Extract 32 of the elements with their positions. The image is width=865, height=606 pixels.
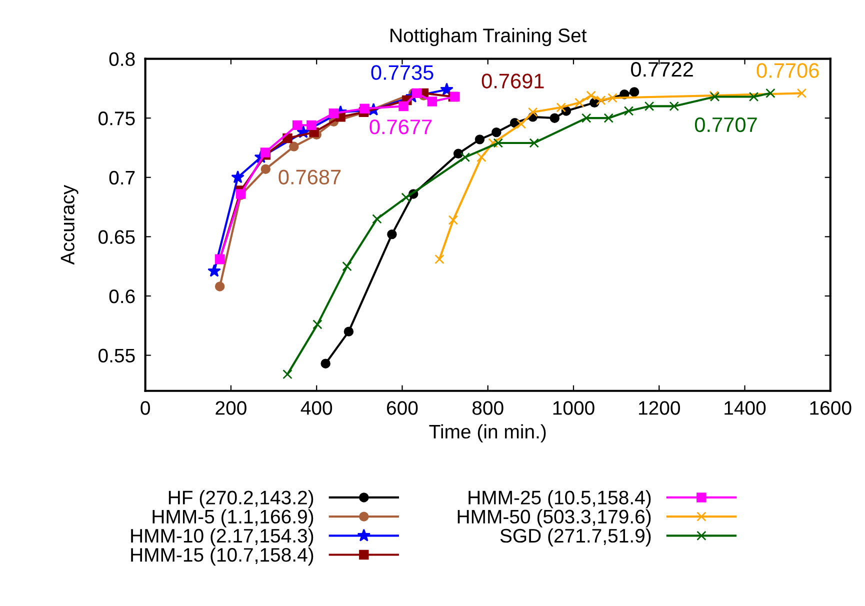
- x-axis-title: Time (in min.): [429, 424, 546, 442]
- y-tick-label: 0.75: [98, 112, 135, 126]
- legend-label: HF (270.2,143.2): [168, 490, 314, 508]
- y-tick-label: 0.6: [109, 289, 135, 304]
- y-tick-label: 0.8: [109, 52, 135, 66]
- legend-label: HMM-50 (503.3,179.6): [458, 509, 651, 528]
- annotation: 0.7707: [694, 117, 757, 132]
- x-tick-label: 1200: [638, 401, 680, 415]
- legend-label: HMM-15 (10.7,158.4): [131, 547, 314, 566]
- annotation: 0.7677: [370, 120, 432, 134]
- x-tick-label: 0: [140, 401, 150, 415]
- x-tick-label: 200: [216, 401, 246, 415]
- annotation: 0.7722: [631, 62, 693, 77]
- chart-title: Nottigham Training Set: [390, 28, 587, 46]
- annotation: 0.7735: [371, 65, 434, 80]
- x-tick-label: 600: [386, 401, 418, 415]
- y-axis-title: Accuracy: [60, 184, 78, 265]
- x-tick-label: 1600: [810, 401, 852, 415]
- y-tick-label: 0.65: [98, 230, 135, 244]
- x-tick-label: 400: [300, 401, 332, 415]
- x-tick-label: 1000: [553, 401, 594, 415]
- annotation: 0.7687: [278, 170, 341, 184]
- annotation: 0.7691: [482, 74, 544, 88]
- legend-label: HMM-10 (2.17,154.3): [131, 528, 314, 546]
- x-tick-label: 800: [472, 401, 504, 415]
- y-tick-label: 0.55: [98, 348, 135, 363]
- x-tick-label: 1400: [724, 401, 766, 415]
- legend-label: SGD (271.7,51.9): [500, 528, 651, 546]
- y-tick-label: 0.7: [109, 170, 135, 185]
- legend-label: HMM-25 (10.5,158.4): [468, 490, 651, 508]
- annotation: 0.7706: [756, 63, 819, 78]
- legend-label: HMM-5 (1.1,166.9): [152, 509, 314, 528]
